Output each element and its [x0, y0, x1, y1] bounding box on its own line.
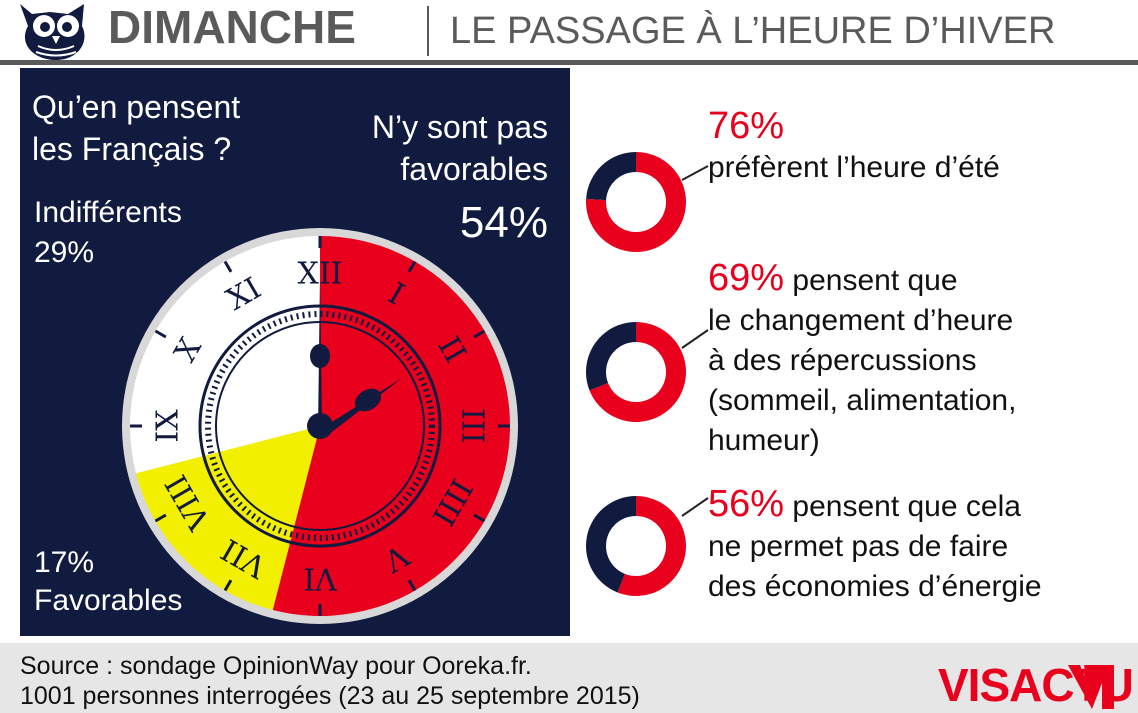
- stat-3-text: 56% pensent que cela ne permet pas de fa…: [708, 482, 1042, 607]
- rim-tick: [223, 579, 233, 592]
- rim-tick: [154, 329, 167, 339]
- stat-1-text: 76% préfèrent l’heure d’été: [708, 104, 1000, 188]
- footer: Source : sondage OpinionWay pour Ooreka.…: [0, 643, 1138, 713]
- favorable-label: Favorables: [34, 584, 183, 617]
- stat-2-line-0: pensent que: [784, 264, 958, 297]
- rim-tick: [407, 260, 417, 273]
- visactu-logo-mark-icon: [1068, 665, 1114, 709]
- rim-tick: [407, 579, 417, 592]
- source-line-1: Source : sondage OpinionWay pour Ooreka.…: [20, 652, 532, 680]
- not-favorable-line-2: favorables: [400, 151, 548, 187]
- owl-icon: [20, 4, 85, 60]
- donut-hole: [606, 342, 666, 402]
- stat-repercussions: 69% pensent que le changement d’heure à …: [580, 256, 1138, 466]
- header-rule: [0, 60, 1138, 65]
- donut-chart-summer: [586, 152, 686, 252]
- clock-numeral: III: [455, 408, 490, 444]
- header-divider: [427, 6, 429, 56]
- leader-line: [681, 329, 709, 349]
- clock-numeral: IX: [151, 409, 186, 443]
- stat-2-text: 69% pensent que le changement d’heure à …: [708, 256, 1016, 461]
- dial-minute-ring: [205, 311, 435, 541]
- stat-2-line-4: humeur): [708, 424, 820, 457]
- donut-hole: [606, 516, 666, 576]
- rim-tick: [473, 513, 486, 523]
- stat-2-pct: 69%: [708, 257, 785, 299]
- minute-hand-bulb: [310, 344, 330, 368]
- header-topic: LE PASSAGE À L’HEURE D’HIVER: [450, 10, 1056, 52]
- stat-2-line-3: (sommeil, alimentation,: [708, 384, 1017, 417]
- stat-3-line-1: ne permet pas de faire: [708, 530, 1009, 563]
- rim-tick: [154, 513, 167, 523]
- indifferent-pct: 29%: [34, 236, 95, 269]
- stat-1-line: préfèrent l’heure d’été: [708, 151, 1000, 184]
- source-line-2: 1001 personnes interrogées (23 au 25 sep…: [20, 682, 640, 710]
- clock-panel: Qu’en pensent les Français ? N’y sont pa…: [20, 68, 570, 636]
- stat-energy: 56% pensent que cela ne permet pas de fa…: [580, 480, 1138, 630]
- question-line-2: les Français ?: [32, 131, 232, 167]
- clock-center: [307, 413, 333, 439]
- donut-hole: [606, 172, 666, 232]
- donut-chart-energy: [586, 496, 686, 596]
- indifferent-label: Indifférents: [34, 196, 182, 229]
- leader-line: [681, 497, 709, 517]
- leader-line: [681, 165, 709, 181]
- donut-chart-repercussions: [586, 322, 686, 422]
- header-day: DIMANCHE: [108, 1, 356, 53]
- not-favorable-pct: 54%: [459, 198, 548, 247]
- header: DIMANCHE LE PASSAGE À L’HEURE D’HIVER: [0, 0, 1138, 65]
- rim-tick: [223, 260, 233, 273]
- stat-2-line-2: à des répercussions: [708, 344, 977, 377]
- stat-1-pct: 76%: [708, 105, 785, 147]
- stat-3-line-0: pensent que cela: [784, 490, 1021, 523]
- clock-numeral: VI: [303, 561, 338, 596]
- pie-slice-2: [135, 426, 320, 611]
- question-line-1: Qu’en pensent: [32, 89, 241, 125]
- stat-2-line-1: le changement d’heure: [708, 304, 1014, 337]
- rim-tick: [473, 329, 486, 339]
- stat-3-pct: 56%: [708, 483, 785, 525]
- hour-hand-bulb: [354, 388, 382, 412]
- question-title: Qu’en pensent les Français ?: [32, 86, 240, 170]
- stat-3-line-2: des économies d’énergie: [708, 570, 1042, 603]
- source-text: Source : sondage OpinionWay pour Ooreka.…: [20, 651, 640, 711]
- favorable-pct: 17%: [34, 546, 95, 579]
- stat-summer-time: 76% préfèrent l’heure d’été: [580, 100, 1138, 260]
- not-favorable-line-1: N’y sont pas: [371, 109, 548, 145]
- not-favorable-label: N’y sont pas favorables: [372, 106, 548, 190]
- pie-slice-1: [272, 236, 511, 616]
